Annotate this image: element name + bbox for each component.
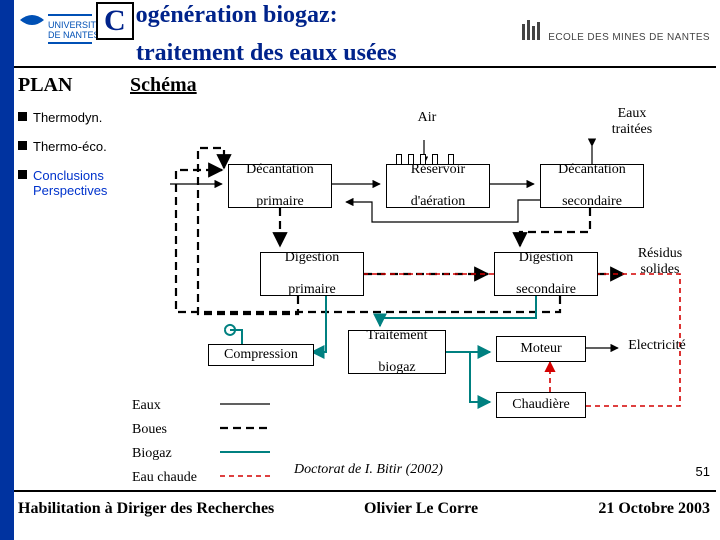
doctorat-ref: Doctorat de I. Bitir (2002): [294, 462, 443, 478]
edge-12: [312, 296, 326, 352]
edge-8: [520, 208, 590, 246]
node-chaudiere: Chaudière: [496, 392, 586, 418]
footer-right: 21 Octobre 2003: [598, 500, 710, 518]
legend-label: Eau chaude: [132, 466, 218, 490]
air-port-4: [448, 154, 454, 164]
legend-row-1: Boues: [132, 418, 272, 442]
node-traitement: Traitementbiogaz: [348, 330, 446, 374]
node-reservoir: Réservoird'aération: [386, 164, 490, 208]
edge-14: [230, 330, 242, 344]
node-air: Air: [392, 110, 462, 130]
legend-row-3: Eau chaude: [132, 466, 272, 490]
legend-row-0: Eaux: [132, 394, 272, 418]
page-number: 51: [696, 464, 710, 479]
node-residus: Résidussolides: [620, 246, 700, 280]
node-decant2: Décantationsecondaire: [540, 164, 644, 208]
legend-line: [218, 442, 272, 466]
legend-row-2: Biogaz: [132, 442, 272, 466]
footer-mid: Olivier Le Corre: [364, 500, 478, 518]
air-port-3: [432, 154, 438, 164]
legend-line: [218, 418, 272, 442]
node-decant1: Décantationprimaire: [228, 164, 332, 208]
footer-left: Habilitation à Diriger des Recherches: [18, 500, 274, 518]
legend-label: Eaux: [132, 394, 218, 418]
edge-17: [470, 352, 490, 402]
hr-bot: [14, 490, 716, 492]
legend-label: Biogaz: [132, 442, 218, 466]
legend-label: Boues: [132, 418, 218, 442]
node-moteur: Moteur: [496, 336, 586, 362]
node-compression: Compression: [208, 344, 314, 366]
node-digest1: Digestionprimaire: [260, 252, 364, 296]
air-port-1: [408, 154, 414, 164]
air-port-2: [420, 154, 426, 164]
legend-line: [218, 466, 272, 490]
legend-line: [218, 394, 272, 418]
node-eaux_traitees: Eauxtraitées: [592, 106, 672, 140]
node-digest2: Digestionsecondaire: [494, 252, 598, 296]
legend: EauxBouesBiogazEau chaude: [132, 394, 272, 490]
air-port-0: [396, 154, 402, 164]
node-electricite: Electricité: [614, 338, 700, 358]
